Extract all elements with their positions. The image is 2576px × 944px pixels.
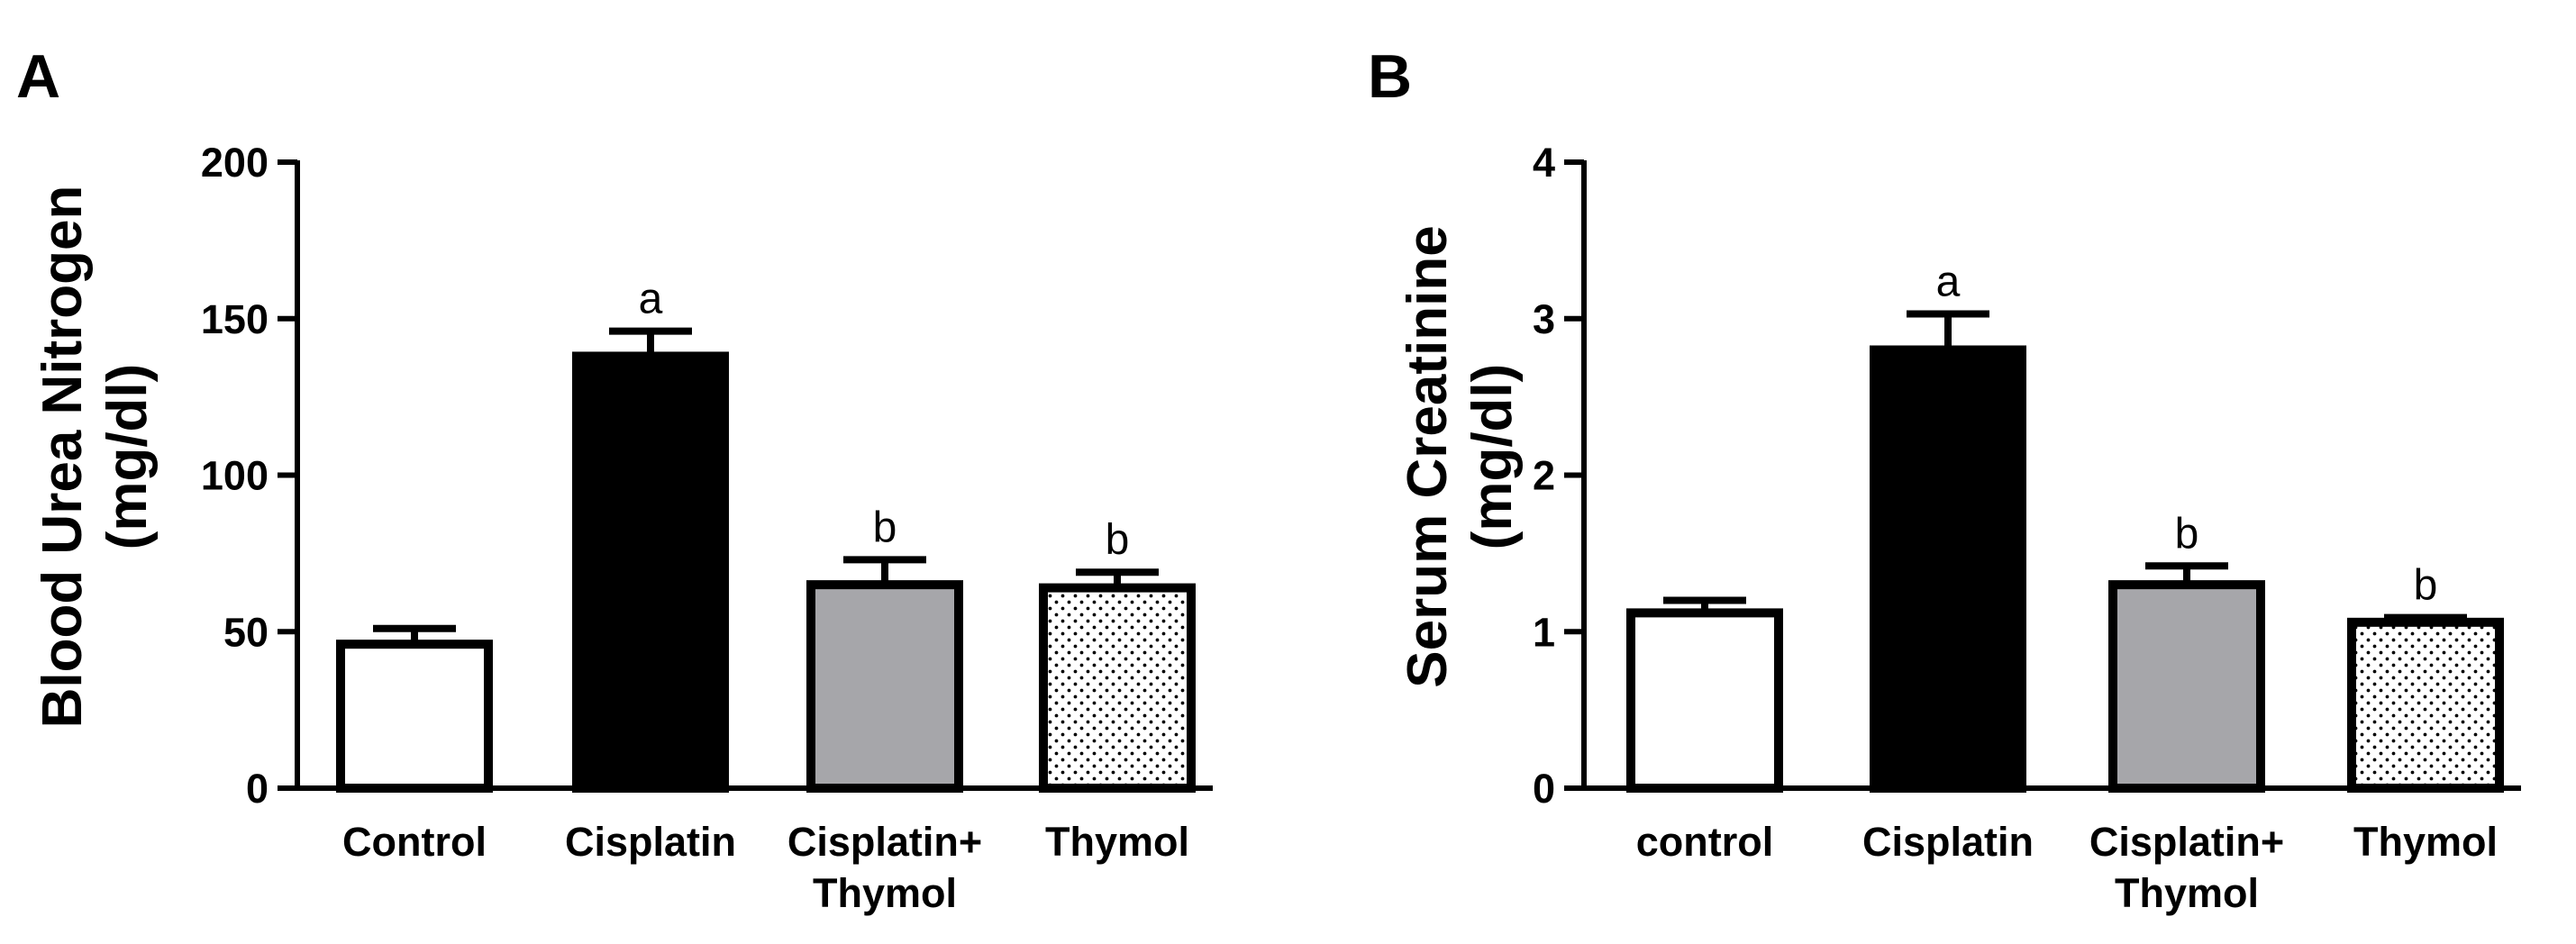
y-tick-label: 200: [201, 140, 269, 186]
panel-letter: A: [16, 42, 60, 111]
bar: [1626, 608, 1783, 794]
y-axis-label-line-1: Serum Creatinine: [1397, 225, 1459, 687]
x-category-label: Cisplatin+: [2089, 819, 2284, 865]
bar: [2108, 580, 2265, 793]
bar: [806, 580, 963, 793]
significance-label: b: [1106, 516, 1130, 564]
x-category-label: control: [1636, 819, 1774, 865]
significance-label: b: [2414, 562, 2438, 610]
plot-area: 0 1 2 3 4 control a Cisplatin b Cisplatin+ Thymol b…: [1533, 140, 2521, 916]
bar: [2347, 617, 2504, 794]
y-tick-label: 100: [201, 453, 269, 499]
x-category-label: Thymol: [2353, 819, 2498, 865]
chart-panel-a: A Blood Urea Nitrogen (mg/dl) 0 50 100 150 2…: [16, 42, 1213, 916]
y-tick-label: 150: [201, 296, 269, 342]
y-tick-label: 0: [1533, 766, 1555, 812]
x-category-label: Thymol: [2115, 870, 2259, 916]
x-category-label: Thymol: [813, 870, 957, 916]
chart-panel-b: B Serum Creatinine (mg/dl) 0 1 2 3 4 control a…: [1368, 42, 2521, 916]
y-tick-label: 50: [223, 609, 269, 655]
y-tick-label: 3: [1533, 296, 1555, 342]
y-axis-label-line-2: (mg/dl): [1461, 364, 1524, 550]
x-category-label: Cisplatin: [565, 819, 736, 865]
significance-label: a: [639, 276, 663, 323]
y-tick-label: 4: [1533, 140, 1555, 186]
y-axis-label: Blood Urea Nitrogen (mg/dl): [32, 186, 159, 729]
x-category-label: Thymol: [1045, 819, 1189, 865]
x-category-label: Control: [342, 819, 487, 865]
plot-area: 0 50 100 150 200 Control a Cisplatin b Cisplatin+…: [201, 140, 1213, 916]
significance-label: b: [873, 504, 897, 551]
y-tick-label: 1: [1533, 609, 1555, 655]
bar: [336, 640, 493, 794]
y-axis-label: Serum Creatinine (mg/dl): [1397, 225, 1524, 687]
x-category-label: Cisplatin: [1862, 819, 2034, 865]
x-category-label: Cisplatin+: [787, 819, 982, 865]
panel-letter: B: [1368, 42, 1412, 111]
significance-label: b: [2175, 510, 2199, 558]
significance-label: a: [1936, 259, 1961, 306]
y-tick-label: 0: [246, 766, 269, 812]
bar: [1870, 345, 2026, 793]
y-axis-label-line-1: Blood Urea Nitrogen: [32, 186, 94, 729]
bar: [572, 351, 729, 793]
y-tick-label: 2: [1533, 453, 1555, 499]
bar: [1039, 583, 1196, 793]
y-axis-label-line-2: (mg/dl): [96, 364, 159, 550]
